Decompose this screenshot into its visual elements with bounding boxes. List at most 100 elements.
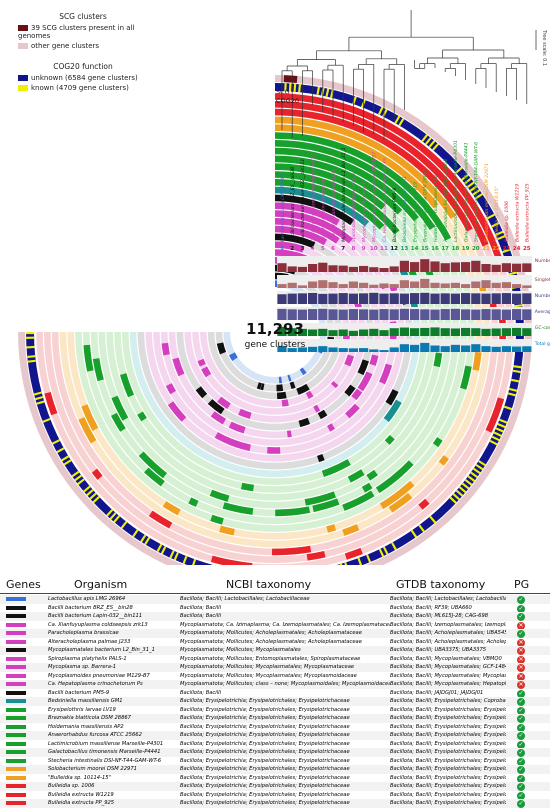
- layer-bar: [288, 283, 297, 288]
- layer-bar: [318, 309, 327, 320]
- layer-bar: [481, 346, 490, 352]
- layer-bar: [502, 328, 511, 336]
- layer-bar: [410, 345, 419, 352]
- genome-number: 13: [401, 246, 409, 252]
- ncbi-taxonomy-cell: Bacillota; Bacilli: [180, 612, 390, 621]
- layer-bar: [379, 268, 388, 272]
- genome-name-label: Breznakia blatticola DSM 28867: [423, 168, 429, 242]
- table-row: Bacilli bacterium PM5-9 Bacillota; Bacill…: [0, 689, 550, 698]
- swatch: [18, 43, 28, 49]
- layer-bar: [441, 263, 450, 272]
- gtdb-taxonomy-cell: Bacillota; Bacilli; Erysipelotrichales; …: [390, 748, 506, 757]
- layer-bar: [441, 346, 450, 352]
- ncbi-taxonomy-cell: Mycoplasmatota; Mollicutes; Acholeplasma…: [180, 638, 390, 647]
- layer-bar: [441, 293, 450, 304]
- ncbi-taxonomy-cell: Mycoplasmatota; Mollicutes; Mycoplasmata…: [180, 672, 390, 681]
- genome-ring-block-2: [276, 384, 283, 391]
- scg-legend-item: 39 SCG clusters present in all genomes: [18, 24, 148, 40]
- layer-bar: [379, 283, 388, 288]
- layer-bar: [471, 282, 480, 289]
- layer-bar: [339, 266, 348, 272]
- genome-number: 19: [462, 246, 470, 252]
- layer-bar: [451, 328, 460, 336]
- table-row: Stecheria intestinalis DSI-NF-T44-GAM-WT…: [0, 757, 550, 766]
- organism-cell: Bacilli bacterium PM5-9: [48, 689, 168, 698]
- layer-bar: [481, 309, 490, 320]
- layer-bar: [492, 265, 501, 272]
- layer-bar: [400, 280, 409, 288]
- gene-color-swatch: [6, 674, 26, 678]
- genome-number: 6: [331, 246, 335, 252]
- genome-name-label: Mycoplasmoides pneumoniae M129-B7: [372, 152, 378, 242]
- gtdb-taxonomy-cell: Bacillota; Bacilli; Mycoplasmatales; VBM…: [390, 655, 506, 664]
- gtdb-taxonomy-cell: Bacillota; Bacilli; Erysipelotrichales; …: [390, 774, 506, 783]
- organism-cell: Paracholeplasma brassicae: [48, 629, 168, 638]
- layer-bar: [471, 328, 480, 336]
- layer-bar: [298, 285, 307, 288]
- layer-bar: [441, 309, 450, 320]
- layer-bar: [512, 309, 521, 320]
- layer-bar: [461, 284, 470, 288]
- genome-ring-block-9: [162, 343, 170, 356]
- organism-cell: Bulleidia extructa PP_925: [48, 799, 168, 808]
- layer-bar: [410, 309, 419, 320]
- header-genes: Genes: [6, 578, 41, 591]
- layer-label: Singleton gene clusters (0–646): [535, 277, 550, 283]
- ncbi-taxonomy-cell: Bacillota; Erysipelotrichia; Erysipelotr…: [180, 774, 390, 783]
- layer-bar: [420, 343, 429, 352]
- genome-number: 20: [472, 246, 480, 252]
- layer-bar: [461, 328, 470, 336]
- cog20-known-tick: [26, 332, 34, 334]
- layer-bar: [502, 310, 511, 320]
- organism-cell: Ca. Hepatoplasma crinochetorum Ps: [48, 680, 168, 689]
- layer-bar: [502, 346, 511, 352]
- layer-bar: [390, 293, 399, 304]
- genome-name-label: Lactimicrobium massiliense Marseille-P43…: [453, 140, 459, 242]
- gtdb-taxonomy-cell: Bacillota; Bacilli; Mycoplasmatales; Hep…: [390, 680, 506, 689]
- organism-cell: Galactobacillus timonensis Marseille-P44…: [48, 748, 168, 757]
- layer-bar: [288, 309, 297, 320]
- organism-cell: Holdemania massiliensis AP2: [48, 723, 168, 732]
- layer-bar: [400, 261, 409, 272]
- ncbi-taxonomy-cell: Bacillota; Erysipelotrichia; Erysipelotr…: [180, 791, 390, 800]
- genome-name-label: Bulleidia sp. 1006: [504, 201, 510, 242]
- layer-bar: [420, 293, 429, 304]
- organism-cell: Solobacterium moorei DSM 22971: [48, 765, 168, 774]
- gene-color-swatch: [6, 623, 26, 627]
- layer-bar: [318, 280, 327, 288]
- genome-ring-block-21: [472, 352, 481, 371]
- layer-bar: [492, 309, 501, 320]
- layer-bar: [430, 294, 439, 304]
- ring-label-scg: SCG: [276, 88, 290, 96]
- layer-bar: [390, 309, 399, 320]
- table-row: Galactobacillus timonensis Marseille-P44…: [0, 748, 550, 757]
- layer-bar: [410, 293, 419, 304]
- gene-color-swatch: [6, 665, 26, 669]
- layer-bar: [451, 294, 460, 304]
- layer-bar: [451, 283, 460, 288]
- gtdb-taxonomy-cell: Bacillota; Bacilli; Izemoplasmatales; Iz…: [390, 621, 506, 630]
- gtdb-taxonomy-cell: Bacillota; Bacilli; RF39; UBA660: [390, 604, 506, 613]
- gene-color-swatch: [6, 708, 26, 712]
- layer-bar: [512, 347, 521, 352]
- layer-bar: [328, 294, 337, 304]
- ncbi-taxonomy-cell: Bacillota; Bacilli: [180, 689, 390, 698]
- organism-cell: Erysipelothrix larvae LV19: [48, 706, 168, 715]
- genome-name-label: Lactobacillus apis LMG 26964: [280, 174, 286, 242]
- layer-bar: [502, 282, 511, 288]
- gtdb-taxonomy-cell: Bacillota; Bacilli; JAJDGJ01; JAJDGJ01: [390, 689, 506, 698]
- layer-bar: [471, 310, 480, 320]
- layer-label: Number of gene clusters (0–2297): [535, 258, 550, 264]
- gene-color-swatch: [6, 657, 26, 661]
- ncbi-taxonomy-cell: Bacillota; Erysipelotrichia; Erysipelotr…: [180, 757, 390, 766]
- layer-bar: [461, 309, 470, 320]
- genome-number: 1: [280, 246, 284, 252]
- table-row: Lactimicrobium massiliense Marseille-P43…: [0, 740, 550, 749]
- ncbi-taxonomy-cell: Mycoplasmatota; Mollicutes; Mycoplasmata…: [180, 646, 390, 655]
- ncbi-taxonomy-cell: Bacillota; Erysipelotrichia; Erysipelotr…: [180, 765, 390, 774]
- ncbi-taxonomy-cell: Bacillota; Erysipelotrichia; Erysipelotr…: [180, 706, 390, 715]
- genome-table: Genes Organism NCBI taxonomy GTDB taxono…: [0, 578, 550, 808]
- layer-bar: [512, 328, 521, 336]
